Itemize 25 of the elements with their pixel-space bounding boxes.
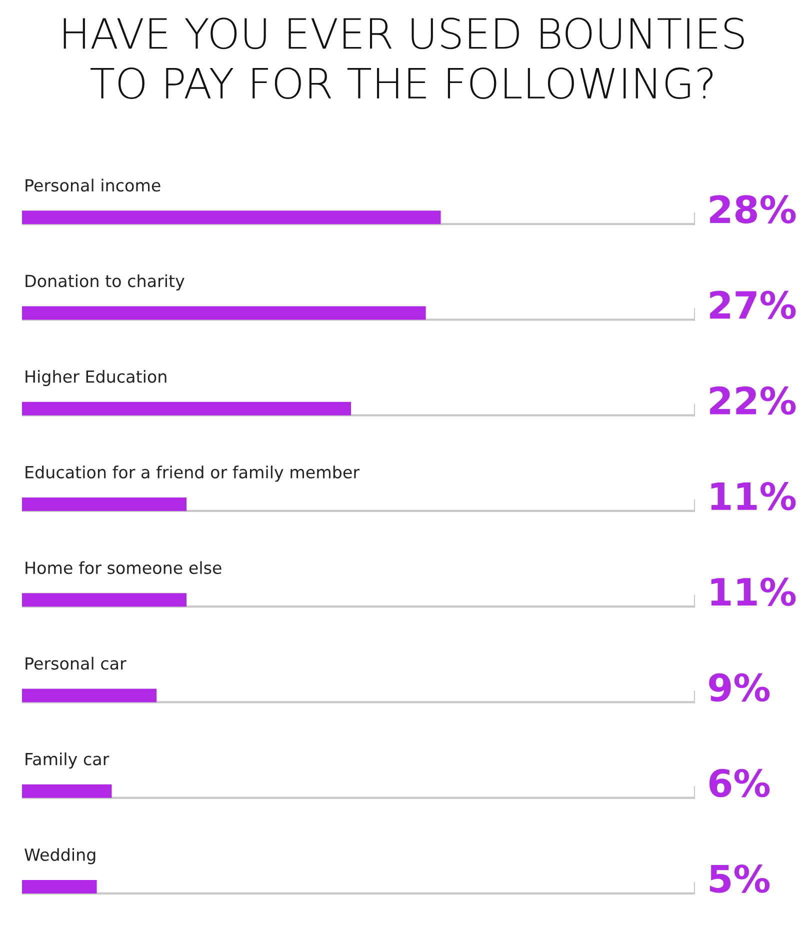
bar bbox=[22, 210, 441, 224]
data-label: 5% bbox=[710, 864, 770, 893]
y-tick-label: Wedding bbox=[24, 848, 96, 864]
y-tick-label: Home for someone else bbox=[26, 561, 222, 574]
y-tick-label: Donation to charity bbox=[26, 274, 184, 290]
y-tick-label: Family car bbox=[26, 752, 110, 769]
data-label: 11% bbox=[711, 482, 796, 510]
bar bbox=[22, 784, 112, 798]
bar bbox=[22, 402, 352, 416]
data-label: 6% bbox=[709, 768, 770, 798]
data-label: 28% bbox=[710, 195, 796, 224]
bar bbox=[22, 688, 157, 702]
data-label: 11% bbox=[711, 578, 796, 606]
data-label: 9% bbox=[709, 673, 770, 702]
bar bbox=[22, 880, 97, 894]
y-tick-label: Education for a friend or family member bbox=[26, 466, 360, 482]
data-label: 27% bbox=[710, 290, 796, 320]
chart-title: HAVE YOU EVER USED BOUNTIES TO PAY FOR THE FOLLOWING? bbox=[64, 18, 744, 99]
data-label: 22% bbox=[710, 386, 796, 415]
bar bbox=[22, 498, 187, 511]
y-tick-label: Personal car bbox=[26, 656, 126, 670]
y-tick-label: Higher Education bbox=[26, 370, 166, 386]
bar bbox=[22, 306, 426, 320]
y-tick-label: Personal income bbox=[26, 178, 160, 192]
bar bbox=[22, 593, 187, 607]
